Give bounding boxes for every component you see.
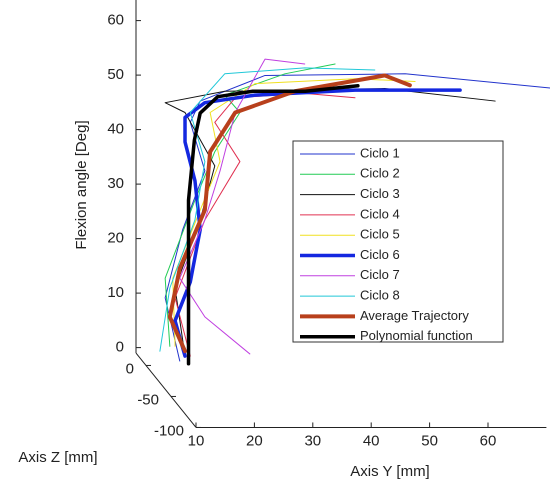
series-line [179, 58, 306, 355]
series-line [159, 67, 376, 352]
legend-label: Ciclo 5 [360, 227, 400, 242]
series-line [186, 84, 360, 366]
z-tick-label: 0 [116, 339, 124, 356]
x-axis-label: Axis Y [mm] [350, 463, 429, 480]
legend: Ciclo 1 Ciclo 2 Ciclo 3 Ciclo 4 Ciclo 5 Ciclo… [292, 140, 504, 343]
y-tick-label: 0 [126, 360, 134, 377]
legend-label: Ciclo 8 [360, 288, 400, 303]
legend-label: Ciclo 7 [360, 267, 400, 282]
series-line [164, 63, 336, 347]
x-tick-label: 10 [188, 432, 205, 449]
legend-label: Ciclo 4 [360, 206, 400, 221]
legend-label: Ciclo 3 [360, 186, 400, 201]
x-tick-label: 40 [363, 432, 380, 449]
legend-label: Ciclo 6 [360, 247, 400, 262]
plot [159, 58, 550, 366]
z-tick-label: 60 [107, 12, 124, 29]
y-tick-label: -100 [154, 422, 184, 439]
x-tick-label: 50 [421, 432, 438, 449]
x-tick-label: 30 [304, 432, 321, 449]
y-tick-label: -50 [137, 391, 159, 408]
series-line [167, 73, 412, 354]
z-tick-label: 10 [107, 284, 124, 301]
z-tick-label: 50 [107, 66, 124, 83]
z-tick-label: 40 [107, 121, 124, 138]
legend-label: Polynomial function [360, 328, 473, 343]
legend-label: Average Trajectory [360, 308, 469, 323]
x-tick-label: 60 [480, 432, 497, 449]
legend-label: Ciclo 2 [360, 166, 400, 181]
legend-label: Ciclo 1 [360, 145, 400, 160]
z-tick-label: 20 [107, 230, 124, 247]
z-axis-label: Flexion angle [Deg] [73, 120, 90, 249]
x-tick-label: 20 [246, 432, 263, 449]
z-tick-label: 30 [107, 175, 124, 192]
y-axis-label: Axis Z [mm] [18, 449, 97, 466]
